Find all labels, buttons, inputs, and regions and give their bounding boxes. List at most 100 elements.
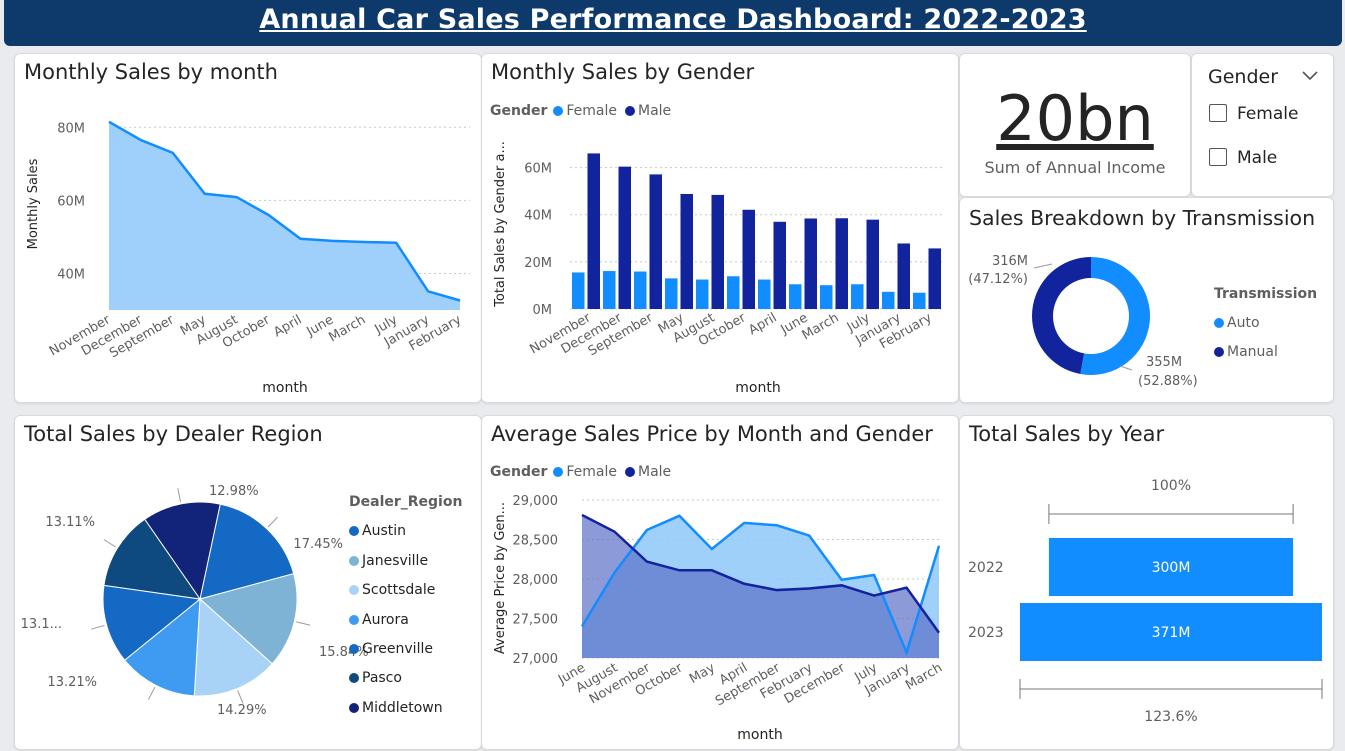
pie-data-label: 13.1... — [21, 617, 62, 632]
bar-female — [572, 272, 585, 309]
checkbox-female[interactable] — [1209, 104, 1227, 122]
legend-dot-male — [625, 467, 635, 477]
y-tick-label: 29,000 — [513, 494, 559, 509]
funnel-value-label: 371M — [1152, 625, 1191, 641]
legend-label: Austin — [362, 523, 406, 540]
legend-dot — [349, 644, 359, 655]
series-line-female — [580, 514, 941, 657]
bar-male — [587, 153, 600, 309]
pie-slice-aurora — [123, 597, 201, 697]
x-tick-label: April — [746, 310, 779, 338]
leader-line — [296, 621, 311, 626]
leader-line — [90, 624, 105, 630]
funnel-bar — [1020, 603, 1322, 661]
bar-female — [851, 284, 864, 309]
legend-label-male[interactable]: Male — [638, 103, 672, 119]
legend-item-greenville[interactable]: Greenville — [349, 635, 462, 664]
bar-female — [696, 279, 709, 309]
transmission-chart[interactable]: 355M (52.88%) 316M (47.12%) — [960, 198, 1333, 402]
leader-line — [1119, 365, 1133, 371]
transmission-card[interactable]: Sales Breakdown by Transmission 355M (52.… — [959, 197, 1334, 403]
bar-female — [758, 279, 771, 309]
legend-label-male[interactable]: Male — [638, 464, 672, 480]
region-legend: Dealer_Region Austin Janesville Scottsdale… — [349, 488, 462, 723]
gender-sales-title: Monthly Sales by Gender — [491, 60, 755, 84]
gender-slicer[interactable]: Gender Female Male — [1191, 53, 1334, 197]
legend-item-auto[interactable]: Auto — [1214, 309, 1317, 338]
legend-dot-female — [553, 106, 564, 116]
legend-item-austin[interactable]: Austin — [349, 517, 462, 546]
monthly-sales-card[interactable]: Monthly Sales by month 80M 60M 40M November… — [14, 53, 482, 403]
chevron-down-icon[interactable] — [1301, 70, 1319, 82]
legend-item-scottsdale[interactable]: Scottsdale — [349, 576, 462, 605]
year-chart[interactable]: 300M 2022 371M 2023 100% 123.6% — [960, 416, 1333, 749]
legend-title: Gender — [490, 103, 548, 119]
checkbox-male[interactable] — [1209, 148, 1227, 166]
area-fill — [109, 121, 460, 310]
y-tick-label: 40M — [524, 209, 552, 224]
area-fill-male — [582, 515, 939, 658]
funnel-top-annotation: 100% — [1151, 478, 1191, 494]
slicer-option-male[interactable]: Male — [1209, 148, 1277, 168]
x-axis-title: month — [737, 727, 782, 743]
x-tick-label: March — [800, 310, 842, 343]
legend-dot — [349, 673, 359, 684]
funnel-category-label: 2022 — [968, 560, 1004, 576]
transmission-legend: Transmission Auto Manual — [1214, 280, 1317, 367]
slicer-option-label: Female — [1237, 104, 1299, 124]
dashboard-title: Annual Car Sales Performance Dashboard: … — [259, 4, 1087, 35]
avg-price-title: Average Sales Price by Month and Gender — [491, 422, 933, 446]
legend-label-auto: Auto — [1227, 315, 1260, 331]
legend-item-manual[interactable]: Manual — [1214, 338, 1317, 367]
legend-dot-manual — [1214, 347, 1224, 357]
legend-item-pasco[interactable]: Pasco — [349, 664, 462, 693]
legend-label: Scottsdale — [362, 582, 436, 599]
leader-line — [1033, 263, 1053, 269]
region-card[interactable]: Total Sales by Dealer Region 17.45% 15.84… — [14, 415, 482, 750]
region-chart[interactable]: 17.45%15.84%14.29%13.21%13.1...13.11%12.… — [15, 416, 481, 749]
bar-male — [649, 174, 662, 309]
slicer-option-female[interactable]: Female — [1209, 104, 1298, 124]
legend-label-female[interactable]: Female — [566, 464, 617, 480]
year-card[interactable]: Total Sales by Year 300M 2022 371M 2023 100%… — [959, 415, 1334, 750]
bar-male — [711, 194, 724, 309]
donut-label-percent: (52.88%) — [1138, 374, 1198, 389]
kpi-label: Sum of Annual Income — [984, 158, 1166, 177]
donut-label-percent: (47.12%) — [968, 272, 1028, 287]
legend-dot — [349, 614, 359, 625]
legend-item-middletown[interactable]: Middletown — [349, 694, 462, 723]
bar-male — [928, 248, 941, 309]
legend-dot-auto — [1214, 318, 1224, 328]
transmission-title: Sales Breakdown by Transmission — [969, 206, 1316, 230]
bar-male — [680, 193, 693, 309]
avg-price-chart[interactable]: 29,00028,50028,00027,50027,000JuneAugust… — [482, 416, 958, 749]
legend-item-janesville[interactable]: Janesville — [349, 547, 462, 576]
bar-male — [866, 219, 879, 309]
pie-slice-scottsdale — [193, 597, 273, 697]
legend-label-female[interactable]: Female — [566, 103, 617, 119]
region-title: Total Sales by Dealer Region — [24, 422, 323, 446]
y-tick-label: 20M — [524, 256, 552, 271]
legend-label: Pasco — [362, 670, 402, 687]
legend-label: Aurora — [362, 611, 409, 628]
bar-female — [603, 271, 616, 309]
legend-item-aurora[interactable]: Aurora — [349, 606, 462, 635]
bar-female — [665, 278, 678, 309]
avg-price-card[interactable]: Average Sales Price by Month and Gender … — [481, 415, 959, 750]
legend-dot — [349, 526, 359, 537]
funnel-value-label: 300M — [1152, 560, 1191, 576]
bar-male — [897, 243, 910, 309]
bar-female — [820, 285, 833, 309]
gender-sales-card[interactable]: Monthly Sales by Gender Gender Female Male… — [481, 53, 959, 403]
bar-male — [773, 221, 786, 309]
kpi-card: 20bn Sum of Annual Income — [959, 53, 1191, 197]
monthly-sales-title: Monthly Sales by month — [24, 60, 278, 84]
leader-line — [148, 686, 156, 700]
pie-data-label: 12.98% — [209, 484, 259, 499]
y-tick-label: 28,500 — [513, 534, 559, 549]
leader-line — [103, 539, 117, 548]
bar-female — [727, 276, 740, 309]
pie-data-label: 14.29% — [217, 703, 267, 718]
